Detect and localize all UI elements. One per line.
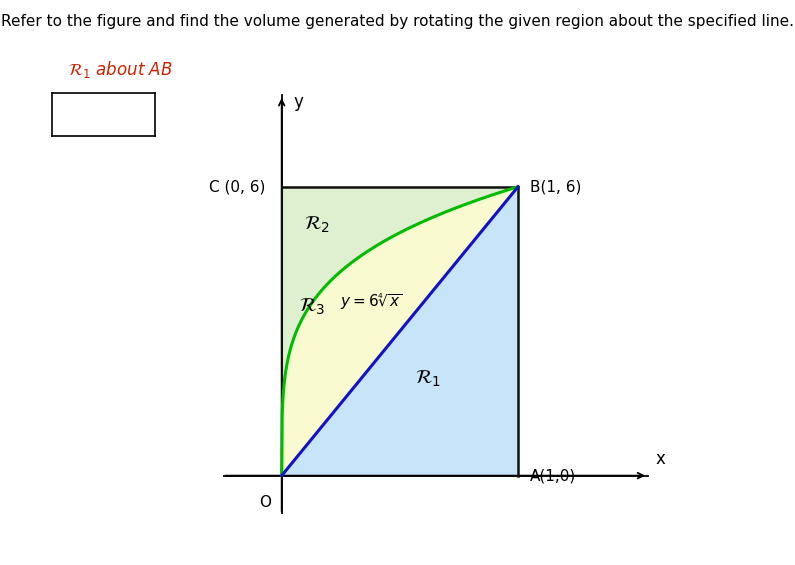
Text: y: y (293, 93, 304, 111)
Polygon shape (281, 186, 518, 476)
Text: Refer to the figure and find the volume generated by rotating the given region a: Refer to the figure and find the volume … (1, 14, 794, 29)
Text: $\mathcal{R}_1$ about AB: $\mathcal{R}_1$ about AB (68, 59, 173, 80)
Text: C (0, 6): C (0, 6) (209, 179, 266, 194)
Polygon shape (281, 186, 518, 476)
Text: B(1, 6): B(1, 6) (529, 179, 581, 194)
Text: $\mathcal{R}_2$: $\mathcal{R}_2$ (304, 215, 330, 236)
Text: O: O (259, 495, 271, 510)
Text: A(1,0): A(1,0) (529, 468, 576, 483)
Text: $y = 6\sqrt[4]{x}$: $y = 6\sqrt[4]{x}$ (340, 292, 402, 312)
Polygon shape (281, 186, 518, 476)
Text: $\mathcal{R}_1$: $\mathcal{R}_1$ (415, 369, 441, 389)
Text: $\mathcal{R}_3$: $\mathcal{R}_3$ (299, 297, 326, 317)
Text: x: x (655, 450, 665, 468)
